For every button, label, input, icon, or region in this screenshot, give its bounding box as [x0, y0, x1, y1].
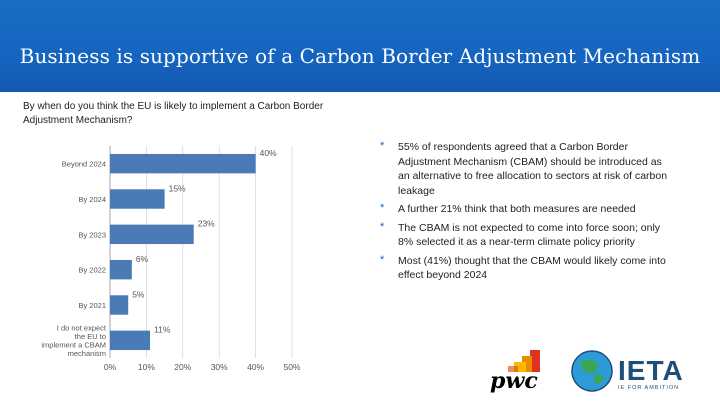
x-tick-label: 10%: [138, 362, 155, 372]
bullet-marker: *: [380, 220, 385, 233]
bar-value-label: 40%: [260, 148, 277, 158]
category-label-line: By 2022: [78, 266, 106, 275]
category-label-line: implement a CBAM: [41, 341, 106, 350]
bullet-marker: *: [380, 140, 385, 152]
category-label-line: By 2024: [78, 195, 106, 204]
logos: pwc IETA IE FOR AMBITION: [480, 340, 720, 400]
ieta-tagline: IE FOR AMBITION: [618, 385, 680, 391]
bullet-item: * Most (41%) thought that the CBAM would …: [380, 253, 666, 282]
category-label-line: mechanism: [68, 349, 106, 358]
bar: [110, 153, 256, 174]
bullet-marker: *: [380, 202, 385, 214]
category-label-line: By 2023: [78, 230, 106, 239]
category-label: I do not expect the EU to implement a CBAM…: [41, 324, 107, 359]
bar-value-label: 11%: [154, 325, 171, 335]
bar: [110, 189, 165, 209]
bullet-item: * 55% of respondents agreed that a Carbon…: [380, 140, 668, 197]
bar-value-label: 5%: [132, 289, 145, 299]
x-tick-label: 30%: [211, 362, 228, 372]
x-tick-label: 0%: [104, 362, 117, 372]
category-label: Beyond 2024: [62, 160, 106, 169]
globe-icon: [571, 350, 613, 392]
x-tick-label: 40%: [247, 362, 264, 372]
category-label-line: the EU to: [75, 332, 106, 341]
bar-value-label: 23%: [198, 219, 215, 229]
bullet-marker: *: [380, 253, 385, 266]
ieta-logo: IETA IE FOR AMBITION: [570, 345, 700, 400]
bar: [110, 330, 151, 351]
page-title: Business is supportive of a Carbon Borde…: [19, 44, 701, 68]
bullet-item: * The CBAM is not expected to come into f…: [380, 220, 661, 249]
bar-value-label: 6%: [136, 254, 149, 264]
bar: [110, 224, 194, 245]
bar-chart: 0% 10% 20% 30% 40% 50% 40% Beyond 2024 15% By 202…: [41, 146, 300, 372]
category-label: By 2024: [78, 195, 106, 204]
chart-question: By when do you think the EU is likely to…: [23, 101, 324, 126]
pwc-logo: pwc: [490, 348, 550, 398]
pwc-blocks-icon: [508, 350, 540, 372]
x-tick-label: 20%: [174, 362, 191, 372]
bar: [110, 259, 132, 280]
category-label: By 2023: [78, 230, 106, 239]
category-label-line: By 2021: [78, 301, 106, 310]
bullet-item: * A further 21% think that both measures …: [380, 202, 636, 215]
category-label-line: I do not expect: [57, 324, 107, 333]
category-label-line: Beyond 2024: [62, 160, 106, 169]
pwc-wordmark: pwc: [490, 368, 538, 394]
bar: [110, 295, 129, 315]
bullet-list: * 55% of respondents agreed that a Carbon…: [380, 140, 670, 287]
category-label: By 2021: [78, 301, 106, 310]
x-tick-label: 50%: [283, 362, 300, 372]
bar-value-label: 15%: [169, 183, 186, 193]
category-label: By 2022: [78, 266, 106, 275]
title-bar: Business is supportive of a Carbon Borde…: [0, 0, 720, 92]
ieta-wordmark: IETA: [618, 355, 684, 386]
